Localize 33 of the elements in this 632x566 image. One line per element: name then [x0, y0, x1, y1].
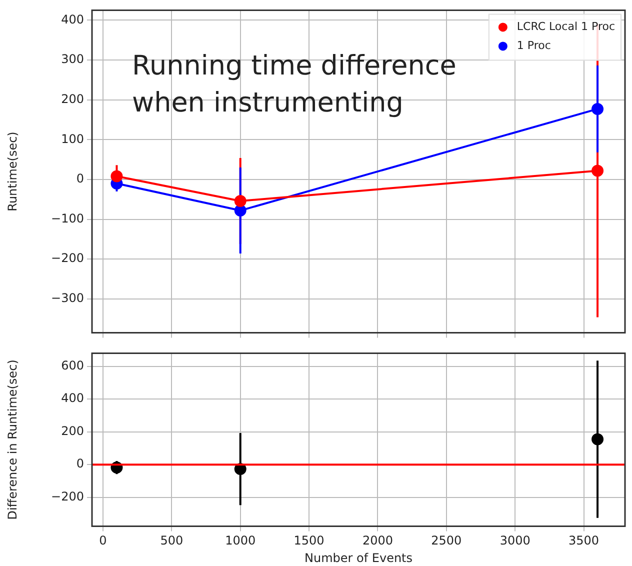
y-tick-label: 400 — [61, 12, 84, 26]
y-tick-label: 600 — [61, 358, 84, 372]
point — [110, 170, 123, 182]
y-tick-label: 0 — [76, 456, 84, 471]
legend-label: LCRC Local 1 Proc — [516, 20, 616, 34]
x-tick-label: 2000 — [362, 534, 394, 548]
x-tick-label: 0 — [99, 534, 107, 548]
y-tick-label: −100 — [51, 211, 84, 226]
point — [592, 102, 604, 115]
y-tick-label: 200 — [61, 424, 84, 438]
y-tick-label: 0 — [76, 172, 84, 186]
point — [592, 433, 604, 446]
point — [234, 194, 246, 207]
y-tick-label: −200 — [51, 251, 84, 266]
y-tick-label: 400 — [61, 391, 84, 406]
x-tick-label: 3500 — [568, 534, 600, 548]
annotation: Running time difference when instrumenting — [132, 50, 456, 119]
point — [592, 164, 604, 177]
y-tick-label: −300 — [51, 291, 84, 306]
point — [234, 204, 246, 217]
x-tick-label: 500 — [160, 534, 184, 548]
y-tick-label: −200 — [51, 489, 84, 504]
x-tick-label: 1500 — [294, 534, 324, 548]
y-tick-label: 100 — [61, 132, 84, 146]
legend-label: 1 Proc — [516, 39, 551, 52]
x-tick-label: 2500 — [431, 534, 462, 548]
y-tick-label: 200 — [61, 92, 84, 106]
x-tick-label: 3000 — [500, 534, 530, 548]
y-axis-title: Runtime(sec) — [5, 132, 20, 212]
x-tick-label: 1000 — [225, 534, 256, 548]
y-axis-title: Difference in Runtime(sec) — [5, 360, 20, 520]
x-axis-title: Number of Events — [304, 550, 413, 565]
y-tick-label: 300 — [61, 52, 84, 66]
